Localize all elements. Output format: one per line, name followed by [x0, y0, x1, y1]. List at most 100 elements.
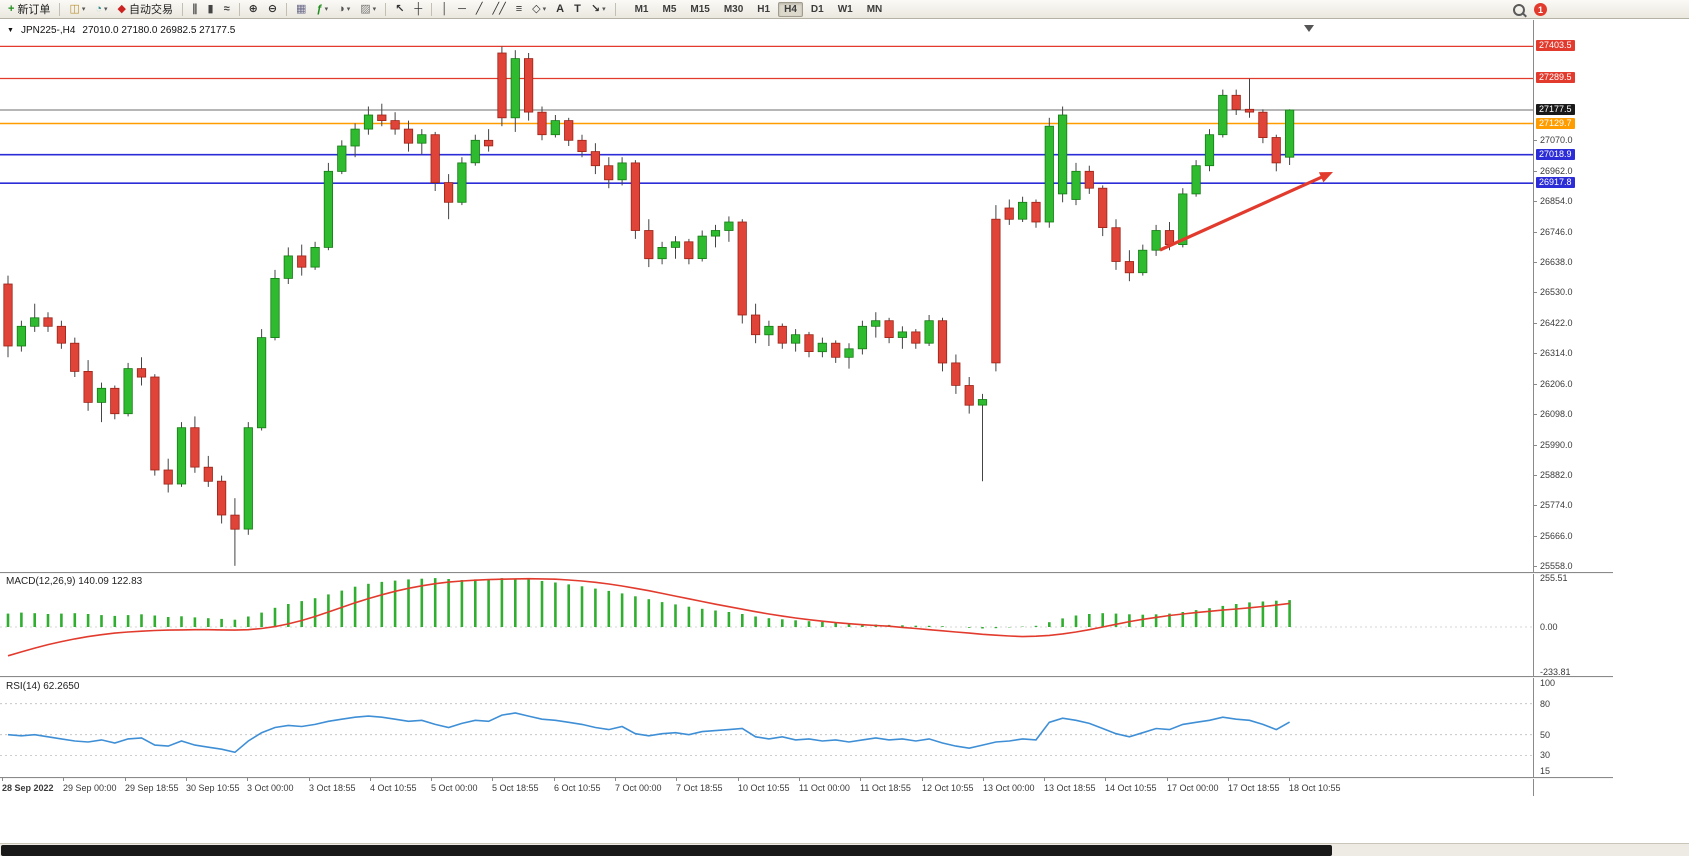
price-axis-label: 26638.0 [1540, 257, 1573, 267]
timeframe-h1-button[interactable]: H1 [757, 3, 771, 15]
periods-button[interactable]: ◑ ▾ [334, 0, 354, 18]
time-axis-label: 6 Oct 10:55 [554, 783, 601, 793]
price-axis-box-26917.8: 26917.8 [1536, 177, 1575, 188]
price-axis-tick [1533, 475, 1537, 476]
chevron-down-icon[interactable]: ▾ [542, 6, 547, 13]
price-axis-label: 25990.0 [1540, 440, 1573, 450]
time-axis-tick [1289, 778, 1290, 781]
time-axis-tick [1044, 778, 1045, 781]
panel-separator-macd[interactable] [0, 572, 1613, 574]
chevron-down-icon[interactable]: ▾ [346, 6, 351, 13]
time-axis-label: 17 Oct 00:00 [1167, 783, 1219, 793]
bar-chart-icon: ∥ [192, 2, 198, 15]
new-order-button[interactable]: + 新订单 [4, 0, 54, 18]
shapes-button[interactable]: ◇ ▾ [528, 0, 550, 18]
time-axis-label: 4 Oct 10:55 [370, 783, 417, 793]
timeframe-h4-button[interactable]: H4 [778, 1, 803, 17]
text-button[interactable]: A [552, 0, 568, 18]
price-axis-label: 26962.0 [1540, 166, 1573, 176]
candle [1285, 109, 1295, 158]
timeframe-m15-button[interactable]: M15 [690, 3, 710, 15]
price-axis-box-27018.9: 27018.9 [1536, 149, 1575, 160]
candle [951, 362, 961, 386]
macd-panel [0, 577, 1533, 657]
candle [483, 139, 494, 147]
autotrading-button[interactable]: ◆ 自动交易 [114, 0, 177, 18]
channel-button[interactable]: ╱╱ [489, 0, 510, 18]
candle [684, 241, 694, 260]
chevron-down-icon[interactable]: ▾ [324, 6, 329, 13]
price-axis-tick [1533, 414, 1537, 415]
candlestick-chart-button[interactable]: ▮ [204, 0, 218, 18]
chart-menu-arrow-icon[interactable]: ▼ [7, 27, 14, 34]
vertical-line-button[interactable]: │ [437, 0, 452, 18]
indicators-button[interactable]: ƒ ▾ [312, 0, 332, 18]
candle [524, 58, 534, 113]
templates-icon: ▨ [360, 2, 371, 15]
toolbar-separator [182, 2, 183, 16]
text-label-button[interactable]: T [570, 0, 585, 18]
price-axis-border [1533, 20, 1534, 796]
candle [337, 145, 347, 172]
candle [230, 514, 240, 530]
chevron-down-icon[interactable]: ▾ [104, 6, 108, 13]
chart-shift-marker[interactable] [1304, 25, 1314, 32]
timeframe-m5-button[interactable]: M5 [662, 3, 677, 15]
candle [1071, 170, 1081, 200]
candle [136, 368, 147, 378]
candle [550, 120, 560, 136]
cursor-button[interactable]: ↖ [391, 0, 408, 18]
price-axis-tick [1533, 140, 1537, 141]
candle [150, 376, 160, 471]
time-axis-tick [63, 778, 64, 781]
candle [256, 337, 267, 429]
trend-arrow[interactable] [1159, 173, 1327, 252]
horizontal-line-button[interactable]: ─ [454, 0, 470, 18]
chevron-down-icon[interactable]: ▾ [372, 6, 377, 13]
candle [1138, 249, 1148, 274]
timeframe-w1-button[interactable]: W1 [837, 3, 853, 15]
tile-windows-icon: ▦ [296, 2, 307, 15]
zoom-in-button[interactable]: ⊕ [245, 0, 262, 18]
bar-chart-button[interactable]: ∥ [188, 0, 202, 18]
timeframe-m30-button[interactable]: M30 [723, 3, 744, 15]
crosshair-button[interactable]: ┼ [410, 0, 426, 18]
templates-button[interactable]: ▨ ▾ [356, 0, 380, 18]
zoom-out-button[interactable]: ⊖ [264, 0, 281, 18]
crosshair-icon: ┼ [414, 2, 423, 15]
panel-separator-rsi[interactable] [0, 676, 1613, 678]
candle [1258, 111, 1268, 138]
notification-badge[interactable]: 1 [1534, 3, 1547, 16]
panel-separator-time [0, 777, 1613, 779]
profiles-button[interactable]: ◔ ▾ [91, 0, 111, 18]
price-axis-tick [1533, 384, 1537, 385]
timeframe-d1-button[interactable]: D1 [810, 3, 824, 15]
candle [617, 162, 627, 181]
scrollbar-handle[interactable] [1, 845, 1332, 856]
fibonacci-button[interactable]: ≡ [512, 0, 526, 18]
rsi-name: RSI(14) [6, 681, 41, 692]
time-axis-tick [983, 778, 984, 781]
candle [216, 480, 227, 516]
time-axis-tick [1105, 778, 1106, 781]
timeframe-m1-button[interactable]: M1 [634, 3, 649, 15]
candle [1151, 230, 1161, 251]
candle [1178, 193, 1188, 245]
tile-windows-button[interactable]: ▦ [292, 0, 310, 18]
trendline-button[interactable]: ╱ [472, 0, 487, 18]
candle [310, 246, 320, 268]
timeframe-mn-button[interactable]: MN [866, 3, 883, 15]
charts-menu-button[interactable]: ◫ ▾ [65, 0, 89, 18]
rsi-axis-label: 30 [1540, 750, 1551, 760]
macd-axis-label: 0.00 [1540, 622, 1558, 632]
horizontal-scrollbar[interactable] [0, 843, 1689, 856]
search-icon[interactable] [1513, 3, 1525, 16]
price-axis-label: 25774.0 [1540, 500, 1573, 510]
chevron-down-icon[interactable]: ▾ [602, 6, 606, 13]
chevron-down-icon[interactable]: ▾ [81, 6, 86, 13]
candle [537, 111, 547, 136]
line-chart-button[interactable]: ≈ [220, 0, 234, 18]
candle [56, 325, 67, 344]
arrows-button[interactable]: ↘ ▾ [587, 0, 610, 18]
line-chart-icon: ≈ [223, 2, 230, 15]
